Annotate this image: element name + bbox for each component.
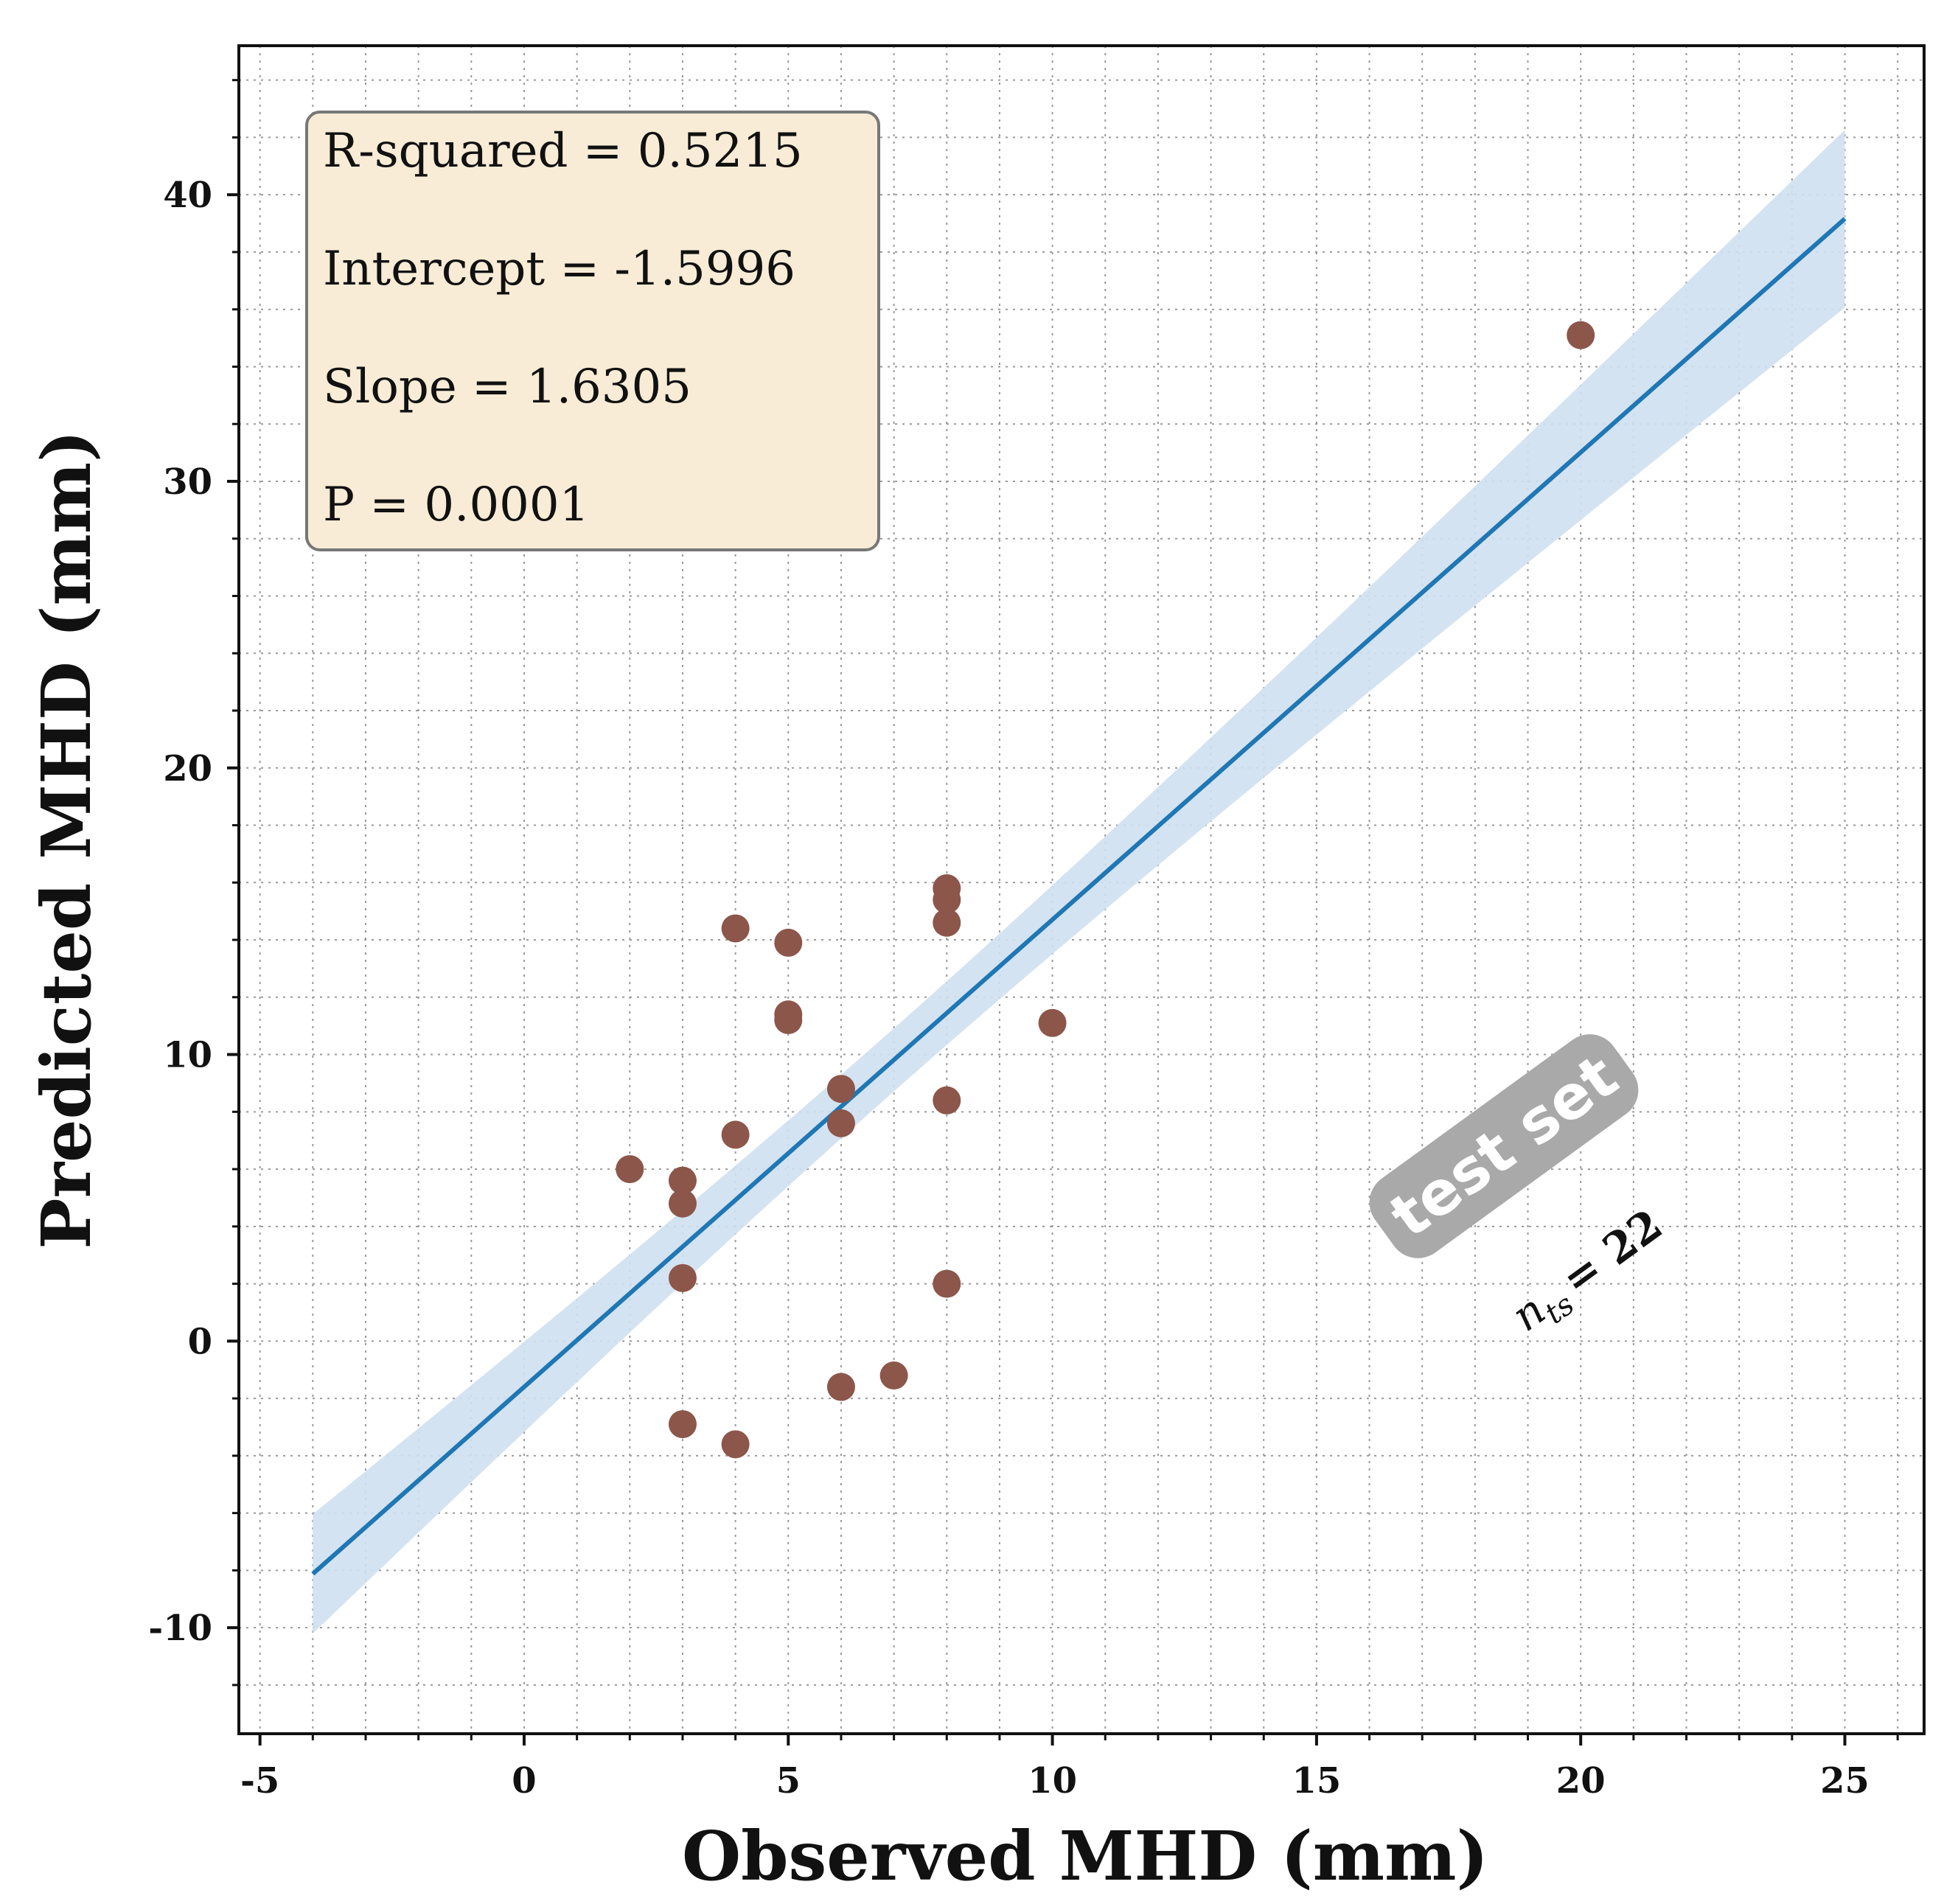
- data-point: [774, 928, 803, 957]
- data-point: [668, 1166, 697, 1195]
- data-point: [774, 1005, 803, 1034]
- data-point: [668, 1263, 697, 1292]
- x-tick-label: 25: [1820, 1760, 1870, 1802]
- data-point: [826, 1109, 855, 1137]
- y-tick-label: 20: [163, 748, 212, 789]
- x-tick-label: 15: [1292, 1760, 1341, 1802]
- data-point: [826, 1075, 855, 1103]
- data-point: [1038, 1008, 1067, 1037]
- stats-box-background: [305, 111, 880, 551]
- x-tick-label: 10: [1028, 1760, 1077, 1802]
- badge-background: [1369, 1034, 1639, 1258]
- x-axis-title: Observed MHD (mm): [682, 1816, 1488, 1896]
- x-tick-label: 5: [776, 1760, 801, 1802]
- data-point: [1567, 321, 1595, 349]
- data-point: [668, 1410, 697, 1439]
- sample-size-text: nts= 22: [1502, 1199, 1676, 1347]
- points-layer: [616, 321, 1595, 1459]
- stats-box: R-squared = 0.5215 Intercept = -1.5996 S…: [305, 111, 880, 551]
- data-point: [826, 1373, 855, 1401]
- data-point: [933, 908, 961, 937]
- confidence-band: [313, 130, 1845, 1634]
- ticks-layer: -5 0 5 10 15 20 25 -10 0 10 20 30 40: [148, 79, 1899, 1802]
- y-tick-label: 30: [163, 461, 212, 503]
- stat-slope: Slope = 1.6305: [323, 360, 691, 414]
- data-point: [933, 1086, 961, 1115]
- y-axis-title: Predicted MHD (mm): [27, 430, 106, 1249]
- y-tick-label: 0: [188, 1321, 212, 1362]
- data-point: [879, 1361, 908, 1390]
- data-point: [616, 1155, 644, 1184]
- stat-r-squared: R-squared = 0.5215: [323, 124, 803, 178]
- data-point: [933, 1269, 961, 1298]
- x-tick-label: 0: [512, 1760, 536, 1802]
- plot-frame: [237, 44, 1926, 1735]
- badge-label: test set: [1378, 1042, 1631, 1252]
- y-tick-label: 40: [163, 175, 212, 216]
- data-point: [721, 914, 750, 943]
- x-tick-label: 20: [1556, 1760, 1606, 1802]
- data-point: [668, 1189, 697, 1218]
- y-tick-label: -10: [148, 1608, 212, 1649]
- regression-line: [311, 217, 1847, 1576]
- data-point: [721, 1120, 750, 1149]
- stat-p-value: P = 0.0001: [323, 478, 589, 532]
- data-point: [721, 1430, 750, 1459]
- data-point: [933, 885, 961, 914]
- y-tick-label: 10: [163, 1035, 212, 1076]
- sample-size-label: nts= 22: [1502, 1199, 1676, 1347]
- stat-intercept: Intercept = -1.5996: [323, 242, 795, 296]
- grid-layer: [239, 46, 1924, 1734]
- n-value: = 22: [1553, 1199, 1671, 1305]
- x-tick-label: -5: [240, 1760, 279, 1802]
